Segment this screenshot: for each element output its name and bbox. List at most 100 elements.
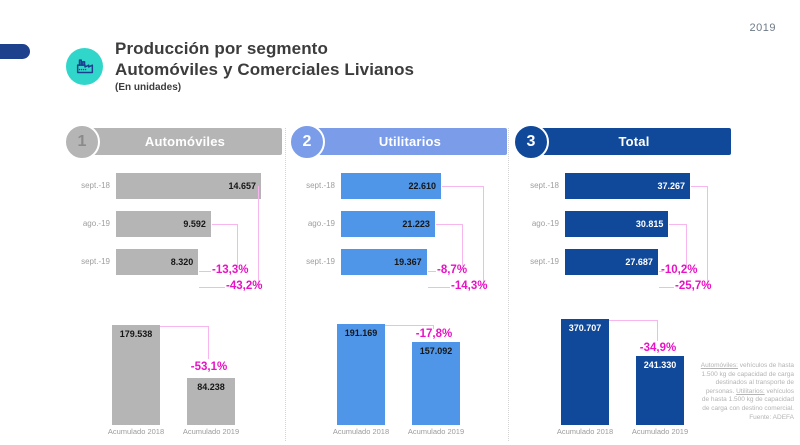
row-label: sept.-18 [306, 181, 335, 190]
row-label: ago.-19 [307, 219, 335, 228]
panel-number-badge: 1 [64, 124, 100, 160]
bar-value: 19.367 [394, 257, 422, 267]
connector-line [428, 271, 436, 272]
axis-label: Acumulado 2018 [556, 427, 614, 436]
bar-value: 30.815 [635, 219, 664, 229]
panel-title: Automóviles [144, 134, 226, 149]
connector-line [428, 287, 450, 288]
connector-line [691, 186, 707, 187]
bar-row: sept.-19 19.367 [287, 249, 509, 275]
panel-separator-1 [285, 128, 286, 441]
axis-label: Acumulado 2019 [407, 427, 465, 436]
connector-line [237, 224, 238, 266]
panel-title-band: Utilitarios [313, 128, 507, 155]
panel-automoviles: Automóviles 1 sept.-18 14.657 ago.-19 9.… [62, 124, 284, 445]
pct-accumulated: -17,8% [415, 328, 453, 340]
footnote-term-automoviles: Automóviles: [700, 362, 738, 369]
panel-utilitarios: Utilitarios 2 sept.-18 22.610 ago.-19 21… [287, 124, 509, 445]
pct-vs-year-ago: -43,2% [226, 280, 263, 292]
axis-label: Acumulado 2018 [332, 427, 390, 436]
connector-line [686, 224, 687, 266]
bar-value: 370.707 [568, 323, 602, 333]
connector-line [659, 271, 663, 272]
bar-value: 179.538 [119, 329, 153, 339]
bar: 21.223 [341, 211, 435, 237]
bar-row: ago.-19 30.815 [511, 211, 733, 237]
panel-total: Total 3 sept.-18 37.267 ago.-19 30.815 s… [511, 124, 733, 445]
footnote-text-2: vehículos de hasta 1.500 kg de capacidad… [701, 387, 794, 412]
pct-vs-prev-month: -13,3% [212, 264, 249, 276]
connector-line [657, 320, 658, 341]
connector-line [433, 325, 434, 329]
pct-vs-prev-month: -10,2% [661, 264, 698, 276]
panel-title: Total [618, 134, 650, 149]
footnote-text-1: vehículos de hasta 1.500 kg de capacidad… [701, 362, 794, 395]
bar: 14.657 [116, 173, 261, 199]
bar-value: 241.330 [643, 360, 677, 370]
bar-row: ago.-19 9.592 [62, 211, 284, 237]
title-line-2: Automóviles y Comerciales Livianos [115, 60, 415, 79]
bar-row: sept.-18 37.267 [511, 173, 733, 199]
row-label: sept.-18 [530, 181, 559, 190]
row-label: ago.-19 [531, 219, 559, 228]
accumulated-bar-2019: 241.330 [636, 356, 684, 425]
pct-accumulated: -34,9% [639, 342, 677, 354]
factory-icon [66, 48, 103, 85]
bar: 22.610 [341, 173, 441, 199]
connector-line [707, 186, 708, 288]
panel-title: Utilitarios [378, 134, 442, 149]
connector-line [669, 224, 686, 225]
pct-accumulated: -53,1% [190, 361, 228, 373]
bar-row: sept.-18 14.657 [62, 173, 284, 199]
bar-value: 8.320 [170, 257, 194, 267]
bar: 8.320 [116, 249, 199, 275]
pct-vs-year-ago: -14,3% [451, 280, 488, 292]
pct-vs-prev-month: -8,7% [437, 264, 468, 276]
bar: 9.592 [116, 211, 211, 237]
bar: 37.267 [565, 173, 690, 199]
connector-line [258, 186, 259, 288]
bar: 30.815 [565, 211, 669, 237]
bar: 19.367 [341, 249, 427, 275]
connector-line [385, 325, 433, 326]
panel-title-band: Automóviles [88, 128, 282, 155]
connector-line [442, 186, 483, 187]
row-label: sept.-19 [530, 257, 559, 266]
connector-line [160, 326, 208, 327]
bar-row: sept.-18 22.610 [287, 173, 509, 199]
panel-number: 2 [302, 133, 312, 150]
connector-line [436, 224, 462, 225]
connector-line [462, 224, 463, 266]
title-units-note: (En unidades) [115, 82, 182, 93]
connector-line [199, 271, 211, 272]
connector-line [208, 326, 209, 359]
panel-number-badge: 2 [289, 124, 325, 160]
bar-row: ago.-19 21.223 [287, 211, 509, 237]
panel-separator-2 [508, 128, 509, 441]
accumulated-bar-2019: 84.238 [187, 378, 235, 425]
connector-line [659, 287, 674, 288]
row-label: sept.-18 [81, 181, 110, 190]
row-label: sept.-19 [81, 257, 110, 266]
bar-row: sept.-19 27.687 [511, 249, 733, 275]
connector-line [212, 224, 237, 225]
bar-value: 27.687 [625, 257, 653, 267]
bar-value: 37.267 [657, 181, 685, 191]
footnote-source: Fuente: ADEFA [749, 414, 794, 421]
footnote: Automóviles: vehículos de hasta 1.500 kg… [700, 362, 794, 423]
accumulated-bar-2019: 157.092 [412, 342, 460, 425]
corner-accent-pill [0, 44, 30, 59]
panel-number: 1 [77, 133, 87, 150]
bar-value: 9.592 [183, 219, 206, 229]
footnote-term-utilitarios: Utilitarios: [736, 387, 765, 395]
accumulated-bar-2018: 191.169 [337, 324, 385, 425]
row-label: ago.-19 [82, 219, 110, 228]
year-badge: 2019 [749, 22, 776, 34]
accumulated-bar-2018: 179.538 [112, 325, 160, 425]
panel-title-band: Total [537, 128, 731, 155]
pct-vs-year-ago: -25,7% [675, 280, 712, 292]
bar-row: sept.-19 8.320 [62, 249, 284, 275]
connector-line [609, 320, 657, 321]
axis-label: Acumulado 2019 [182, 427, 240, 436]
row-label: sept.-19 [306, 257, 335, 266]
